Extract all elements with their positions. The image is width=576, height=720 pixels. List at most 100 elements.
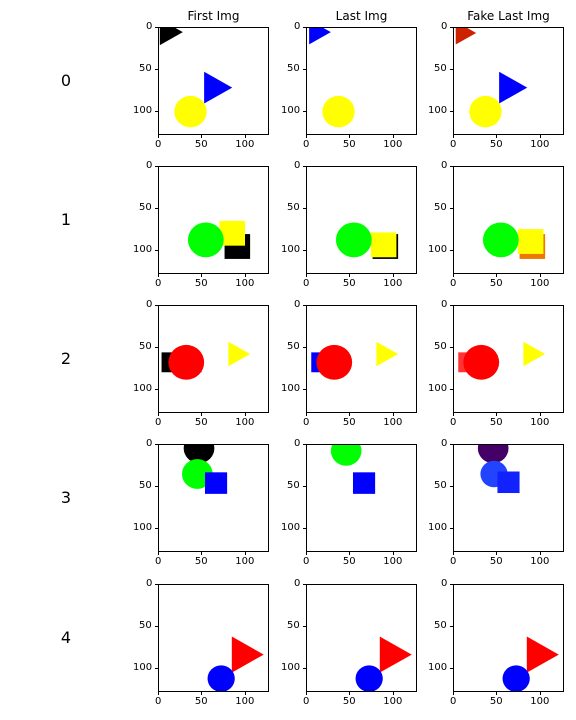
image-panel (453, 444, 564, 552)
circle-shape (187, 222, 224, 258)
y-tick-label: 50 (287, 341, 300, 353)
shape-canvas (330, 445, 376, 494)
square-shape (370, 232, 397, 258)
y-tick-label: 100 (428, 105, 448, 117)
row-label: 2 (60, 349, 72, 368)
x-tick-mark (244, 135, 246, 138)
circle-shape (469, 95, 502, 128)
x-tick-label: 100 (235, 278, 255, 289)
x-tick-label: 0 (303, 556, 310, 567)
column-title: First Img (187, 9, 240, 23)
y-tick-mark (303, 208, 306, 210)
y-tick-mark (303, 166, 306, 167)
circle-shape (174, 95, 207, 128)
y-tick-mark (303, 668, 306, 670)
y-tick-label: 50 (139, 620, 152, 632)
x-tick-mark (349, 135, 351, 138)
x-tick-mark (392, 274, 394, 277)
image-panel (453, 27, 564, 135)
x-tick-mark (496, 692, 498, 695)
x-tick-label: 50 (489, 417, 503, 428)
x-tick-mark (158, 135, 159, 138)
shape-canvas (187, 220, 251, 259)
y-tick-mark (450, 528, 453, 530)
shape-canvas (181, 445, 228, 494)
x-tick-label: 50 (489, 278, 503, 289)
y-tick-label: 100 (133, 662, 153, 674)
x-tick-mark (201, 552, 203, 555)
x-tick-label: 50 (489, 139, 503, 150)
x-tick-label: 0 (450, 278, 457, 289)
y-tick-mark (303, 626, 306, 628)
y-tick-mark (155, 166, 158, 167)
x-tick-mark (306, 692, 307, 695)
x-tick-label: 50 (194, 278, 208, 289)
x-tick-label: 50 (489, 696, 503, 707)
y-tick-mark (155, 69, 158, 71)
shape-canvas (161, 341, 251, 380)
shape-canvas (311, 341, 399, 380)
triangle-shape (455, 28, 477, 45)
y-tick-label: 100 (428, 244, 448, 256)
y-tick-mark (450, 111, 453, 113)
x-tick-mark (539, 135, 541, 138)
circle-shape (183, 445, 215, 464)
y-tick-mark (303, 486, 306, 488)
y-tick-mark (155, 111, 158, 113)
x-tick-mark (539, 274, 541, 277)
image-panel (306, 27, 417, 135)
row-label: 4 (60, 628, 72, 647)
x-tick-label: 100 (235, 696, 255, 707)
y-tick-mark (450, 208, 453, 210)
y-tick-label: 100 (281, 244, 301, 256)
x-tick-mark (392, 135, 394, 138)
image-panel (158, 584, 269, 692)
y-tick-mark (450, 668, 453, 670)
y-tick-mark (450, 389, 453, 391)
triangle-shape (499, 71, 528, 104)
shape-canvas (159, 28, 233, 128)
y-tick-mark (450, 305, 453, 306)
x-tick-mark (306, 413, 307, 416)
x-tick-label: 100 (530, 278, 550, 289)
row-label: 3 (60, 488, 72, 507)
square-shape (204, 472, 228, 494)
y-tick-mark (155, 584, 158, 585)
image-panel (453, 166, 564, 274)
y-tick-label: 100 (281, 383, 301, 395)
shape-canvas (335, 222, 399, 259)
y-tick-label: 100 (428, 662, 448, 674)
x-tick-label: 100 (383, 139, 403, 150)
circle-shape (482, 222, 519, 258)
y-tick-mark (450, 626, 453, 628)
x-tick-label: 100 (383, 278, 403, 289)
y-tick-label: 50 (287, 480, 300, 492)
y-tick-label: 50 (287, 202, 300, 214)
x-tick-mark (306, 552, 307, 555)
y-tick-mark (155, 347, 158, 349)
x-tick-mark (539, 552, 541, 555)
y-tick-label: 100 (281, 105, 301, 117)
y-tick-label: 0 (146, 438, 153, 449)
square-shape (219, 220, 246, 246)
x-tick-label: 50 (342, 556, 356, 567)
y-tick-mark (450, 166, 453, 167)
x-tick-label: 50 (342, 696, 356, 707)
x-tick-label: 100 (530, 417, 550, 428)
y-tick-mark (155, 27, 158, 28)
y-tick-label: 50 (434, 202, 447, 214)
x-tick-label: 100 (530, 139, 550, 150)
shape-canvas (207, 636, 264, 691)
triangle-shape (523, 341, 546, 367)
y-tick-mark (303, 584, 306, 585)
x-tick-label: 0 (303, 696, 310, 707)
x-tick-mark (201, 135, 203, 138)
y-tick-mark (155, 486, 158, 488)
x-tick-mark (453, 274, 454, 277)
y-tick-label: 100 (133, 105, 153, 117)
x-tick-mark (244, 552, 246, 555)
shape-canvas (502, 636, 559, 691)
y-tick-label: 50 (139, 480, 152, 492)
y-tick-label: 0 (294, 438, 301, 449)
